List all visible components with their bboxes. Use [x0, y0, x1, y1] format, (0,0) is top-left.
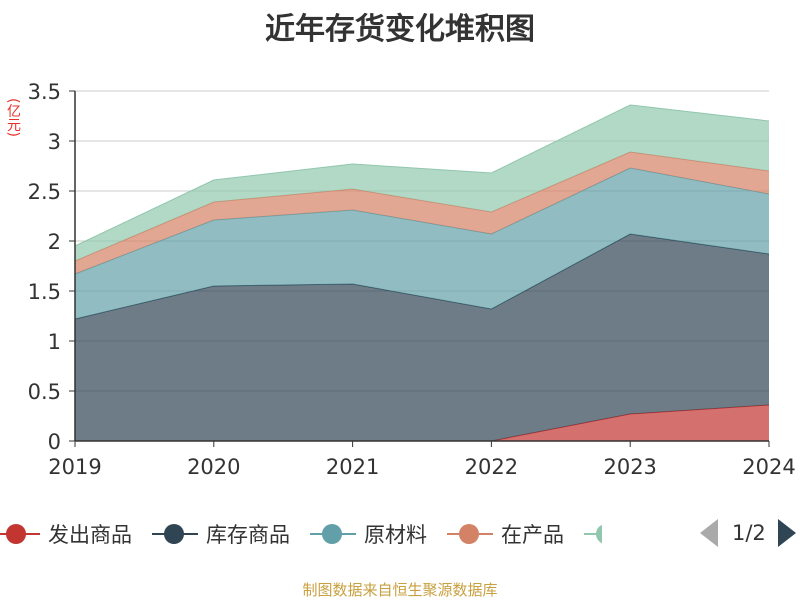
x-tick-label: 2022 — [465, 455, 518, 479]
chart-title: 近年存货变化堆积图 — [265, 12, 535, 47]
legend-item-4-clipped[interactable] — [584, 524, 602, 544]
legend-label: 原材料 — [364, 523, 427, 547]
legend-item-2[interactable]: 原材料 — [310, 519, 427, 549]
area-series-2 — [75, 168, 769, 319]
area-series-4 — [75, 105, 769, 261]
x-tick-label: 2019 — [48, 455, 101, 479]
area-line-series-4 — [74, 104, 770, 247]
legend-item-1[interactable]: 库存商品 — [152, 519, 290, 549]
legend-label: 库存商品 — [206, 523, 290, 547]
legend-marker-icon — [152, 524, 198, 544]
y-tick-label: 3.5 — [28, 80, 61, 104]
y-tick-label: 0.5 — [28, 380, 61, 404]
x-tick-label: 2023 — [603, 455, 656, 479]
legend-marker-icon — [310, 524, 356, 544]
next-page-icon[interactable] — [777, 519, 796, 547]
y-tick-label: 2.5 — [28, 180, 61, 204]
area-series-0 — [75, 405, 769, 441]
area-series-3 — [75, 152, 769, 274]
x-tick-label: 2024 — [742, 455, 795, 479]
legend-item-3[interactable]: 在产品 — [447, 519, 564, 549]
y-tick-label: 2 — [48, 230, 61, 254]
legend-page-indicator: 1/2 — [732, 521, 766, 545]
x-tick-label: 2020 — [187, 455, 240, 479]
legend: 发出商品 库存商品 原材料 在产品 — [0, 517, 626, 551]
prev-page-icon[interactable] — [700, 519, 718, 547]
y-tick-label: 0 — [48, 430, 61, 454]
y-tick-label: 1.5 — [28, 280, 61, 304]
legend-label: 发出商品 — [48, 523, 132, 547]
legend-pager: 1/2 — [700, 519, 796, 547]
y-tick-label: 3 — [48, 130, 61, 154]
legend-item-0[interactable]: 发出商品 — [0, 519, 132, 549]
legend-marker-icon — [0, 524, 40, 544]
legend-label: 在产品 — [501, 523, 564, 547]
legend-marker-icon — [447, 524, 493, 544]
y-axis-unit: (亿元) — [5, 98, 21, 137]
y-tick-label: 1 — [48, 330, 61, 354]
legend-marker-icon — [584, 524, 602, 544]
data-source-note: 制图数据来自恒生聚源数据库 — [302, 581, 498, 599]
x-tick-label: 2021 — [326, 455, 379, 479]
